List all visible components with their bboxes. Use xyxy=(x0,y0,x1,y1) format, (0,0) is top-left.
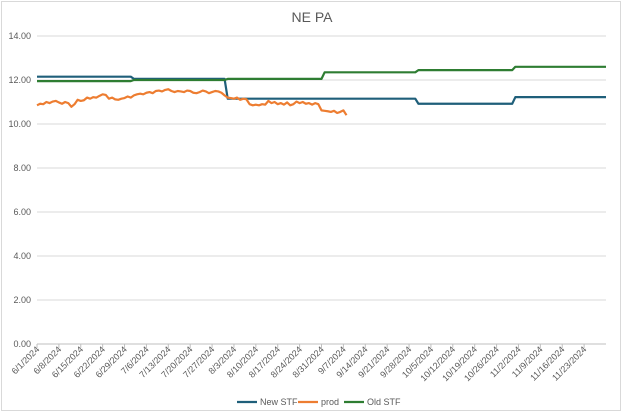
legend-label: Old STF xyxy=(367,397,401,407)
series-line-new-stf xyxy=(37,75,606,105)
y-tick-label: 8.00 xyxy=(13,163,31,173)
y-tick-label: 14.00 xyxy=(8,31,31,41)
series-lines xyxy=(36,65,606,116)
y-tick-label: 0.00 xyxy=(13,339,31,349)
y-tick-label: 6.00 xyxy=(13,207,31,217)
y-tick-label: 2.00 xyxy=(13,295,31,305)
y-axis-ticks: 0.00 2.00 4.00 6.00 8.00 10.00 12.00 14.00 xyxy=(8,31,31,349)
series-line-old-stf xyxy=(37,65,606,83)
y-tick-label: 12.00 xyxy=(8,75,31,85)
legend-label: prod xyxy=(321,397,339,407)
chart-title: NE PA xyxy=(292,9,334,25)
y-tick-label: 4.00 xyxy=(13,251,31,261)
series-line-prod xyxy=(36,88,348,116)
legend: New STF prod Old STF xyxy=(237,397,401,407)
legend-label: New STF xyxy=(260,397,298,407)
x-axis: 6/1/20246/8/20246/15/20246/22/20246/29/2… xyxy=(10,343,606,383)
y-tick-label: 10.00 xyxy=(8,119,31,129)
